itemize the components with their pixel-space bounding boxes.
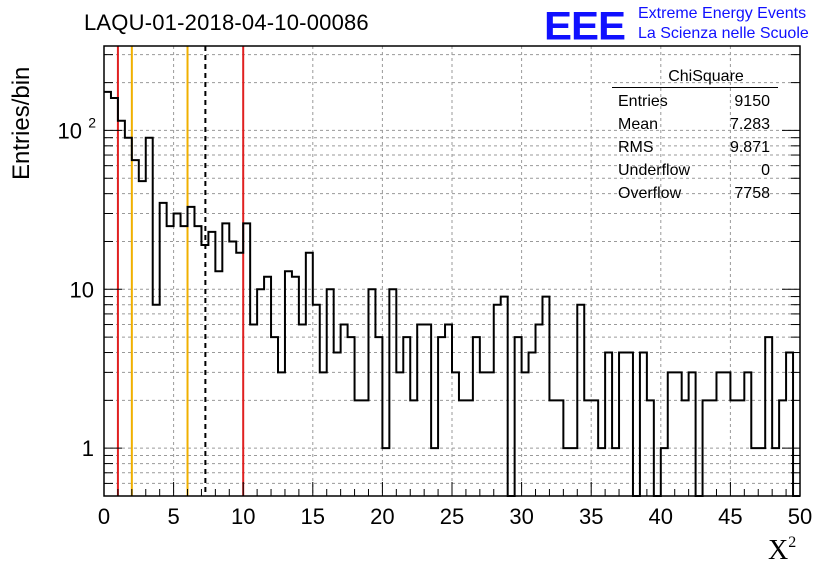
- org-name-line1: Extreme Energy Events: [638, 5, 807, 22]
- chart-title: LAQU-01-2018-04-10-00086: [84, 10, 369, 35]
- y-tick-label: 1: [82, 436, 94, 461]
- y-tick-exponent: 2: [88, 114, 96, 130]
- stats-row: RMS 9.871: [612, 136, 778, 159]
- stats-value: 9150: [734, 93, 770, 110]
- org-name-line2: La Scienza nelle Scuole: [638, 25, 809, 42]
- y-tick-label: 10: [70, 277, 94, 302]
- x-tick-label: 35: [579, 504, 603, 529]
- stats-row: Entries 9150: [612, 90, 778, 113]
- x-tick-label: 30: [509, 504, 533, 529]
- x-tick-label: 25: [440, 504, 464, 529]
- histogram-series: [104, 90, 800, 497]
- x-tick-label: 15: [301, 504, 325, 529]
- y-axis-label: Entries/bin: [8, 66, 35, 180]
- x-tick-label: 0: [98, 504, 110, 529]
- x-tick-label: 5: [167, 504, 179, 529]
- reference-lines: [116, 46, 245, 496]
- y-tick-label: 10: [58, 118, 82, 143]
- stats-value: 9.871: [729, 139, 770, 156]
- eee-logo: EEE: [544, 3, 626, 48]
- x-tick-label: 40: [649, 504, 673, 529]
- stats-row: Mean 7.283: [612, 113, 778, 136]
- x-axis-label-superscript: 2: [788, 534, 797, 551]
- stats-value: 7758: [734, 185, 770, 202]
- stats-label: Overflow: [618, 185, 682, 202]
- x-axis-label-text: X: [768, 535, 789, 566]
- stats-value: 0: [761, 162, 770, 179]
- y-tick-labels: 1 10 10 2: [58, 114, 97, 461]
- stats-label: RMS: [618, 139, 654, 156]
- x-tick-label: 20: [370, 504, 394, 529]
- stats-title: ChiSquare: [612, 68, 778, 88]
- x-tick-label: 50: [788, 504, 812, 529]
- stats-label: Underflow: [618, 162, 691, 179]
- stats-box: ChiSquare Entries 9150 Mean 7.283 RMS 9.871…: [612, 68, 778, 205]
- stats-label: Entries: [618, 93, 668, 110]
- stats-value: 7.283: [729, 116, 770, 133]
- axis-ticks: [103, 54, 801, 497]
- x-axis-label: X2: [768, 534, 796, 567]
- x-tick-label: 10: [231, 504, 255, 529]
- x-tick-labels: 0 5 10 15 20 25 30 35 40 45 50: [98, 504, 812, 529]
- stats-row: Underflow 0: [612, 159, 778, 182]
- stats-label: Mean: [618, 116, 659, 133]
- grid-lines: [104, 46, 800, 497]
- x-tick-label: 45: [718, 504, 742, 529]
- stats-row: Overflow 7758: [612, 182, 778, 205]
